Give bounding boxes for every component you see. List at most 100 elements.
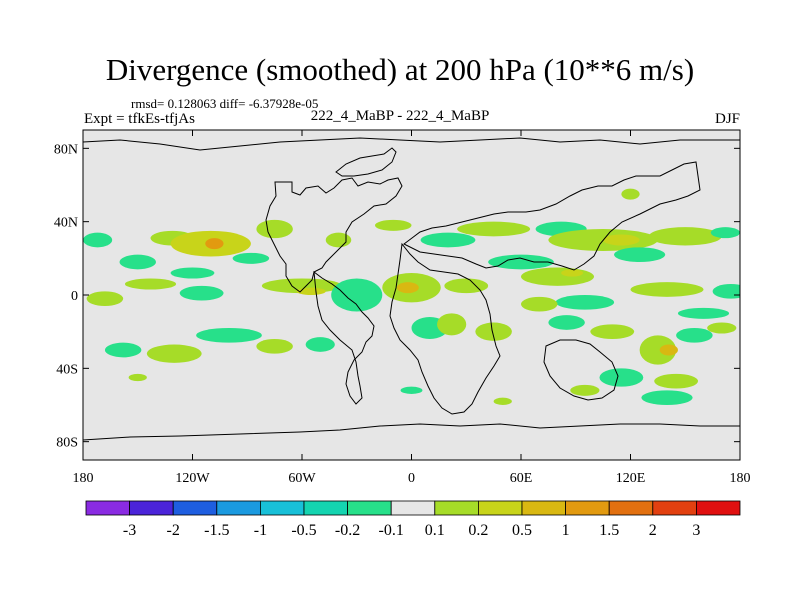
divergence-region bbox=[676, 328, 713, 343]
divergence-region bbox=[630, 282, 704, 297]
y-tick-label: 80S bbox=[56, 436, 78, 451]
divergence-region bbox=[119, 254, 156, 270]
colorbar-swatch bbox=[477, 500, 523, 516]
divergence-region bbox=[712, 284, 740, 299]
divergence-region bbox=[614, 247, 666, 262]
divergence-region bbox=[179, 285, 224, 301]
y-tick-label: 40S bbox=[56, 362, 78, 377]
colorbar-swatch bbox=[608, 500, 654, 516]
divergence-region bbox=[256, 339, 293, 354]
divergence-region bbox=[305, 337, 335, 352]
x-tick-label: 180 bbox=[73, 471, 94, 486]
colorbar-label: -0.1 bbox=[379, 522, 404, 539]
divergence-region bbox=[677, 307, 730, 319]
x-tick-label: 120E bbox=[616, 471, 646, 486]
divergence-region bbox=[205, 238, 224, 250]
y-axis: 80N 40N 0 40S 80S bbox=[54, 142, 740, 451]
coastline-north-america bbox=[265, 177, 403, 293]
coastline-australia bbox=[543, 339, 619, 401]
y-tick-label: 0 bbox=[71, 289, 78, 304]
divergence-region bbox=[375, 219, 412, 231]
divergence-region bbox=[621, 188, 640, 200]
divergence-region bbox=[232, 252, 270, 264]
stats-line: rmsd= 0.128063 diff= -6.37928e-05 bbox=[131, 96, 319, 111]
coastline-arctic bbox=[83, 137, 740, 151]
colorbar-label: 0.1 bbox=[425, 522, 445, 539]
divergence-region bbox=[561, 269, 584, 277]
divergence-region bbox=[146, 344, 202, 363]
y-tick-label: 80N bbox=[54, 142, 78, 157]
divergence-region bbox=[256, 219, 293, 239]
colorbar-label: 3 bbox=[692, 522, 700, 539]
colorbar-swatch bbox=[303, 500, 348, 516]
x-tick-label: 180 bbox=[730, 471, 751, 486]
coastline-south-america bbox=[313, 270, 375, 405]
divergence-region bbox=[296, 287, 326, 296]
colorbar-swatch bbox=[565, 500, 610, 516]
divergence-region bbox=[488, 254, 554, 270]
y-tick-label: 40N bbox=[54, 216, 78, 231]
divergence-region bbox=[548, 315, 585, 330]
divergence-region bbox=[104, 342, 142, 358]
field-layer bbox=[83, 188, 740, 406]
divergence-region bbox=[570, 384, 600, 396]
colorbar-swatch bbox=[390, 500, 436, 516]
colorbar-label: -0.2 bbox=[335, 522, 360, 539]
divergence-region bbox=[444, 278, 489, 294]
divergence-region bbox=[325, 232, 352, 248]
divergence-region bbox=[475, 322, 512, 341]
colorbar-swatch bbox=[129, 500, 174, 516]
chart-title: Divergence (smoothed) at 200 hPa (10**6 … bbox=[105, 52, 695, 87]
divergence-region bbox=[170, 267, 215, 279]
divergence-region bbox=[603, 234, 640, 246]
colorbar-swatch bbox=[259, 500, 305, 516]
divergence-region bbox=[521, 267, 594, 286]
colorbar-label: -3 bbox=[123, 522, 136, 539]
divergence-region bbox=[331, 278, 383, 312]
colorbar-label: 2 bbox=[649, 522, 657, 539]
colorbar-swatch bbox=[521, 500, 566, 516]
divergence-region bbox=[654, 373, 699, 389]
divergence-region bbox=[124, 278, 177, 290]
x-axis: 180 120W 60W 0 60E 120E 180 bbox=[73, 130, 751, 486]
colorbar: -3 -2 -1.5 -1 -0.5 -0.2 -0.1 0.1 0.2 0.5 1 1.5 2 3 bbox=[85, 500, 741, 539]
coastline-layer bbox=[83, 137, 740, 441]
divergence-region bbox=[555, 295, 615, 310]
season-label: DJF bbox=[714, 111, 740, 127]
colorbar-swatch bbox=[434, 500, 479, 516]
colorbar-label: -0.5 bbox=[291, 522, 316, 539]
chart-subtitle: 222_4_MaBP - 222_4_MaBP bbox=[310, 108, 490, 124]
colorbar-swatch bbox=[216, 500, 261, 516]
coastline-antarctica bbox=[83, 423, 740, 441]
divergence-region bbox=[707, 322, 737, 334]
coastline-eurasia bbox=[403, 161, 701, 271]
colorbar-label: -1 bbox=[254, 522, 267, 539]
divergence-region bbox=[590, 324, 635, 339]
divergence-region bbox=[493, 397, 512, 406]
x-tick-label: 60W bbox=[288, 471, 316, 486]
divergence-region bbox=[420, 232, 476, 248]
divergence-region bbox=[83, 232, 113, 248]
divergence-region bbox=[599, 368, 644, 387]
colorbar-swatch bbox=[85, 500, 130, 516]
divergence-region bbox=[710, 227, 740, 239]
colorbar-swatch bbox=[172, 500, 218, 516]
colorbar-label: -1.5 bbox=[204, 522, 229, 539]
x-tick-label: 0 bbox=[408, 471, 415, 486]
divergence-region bbox=[396, 282, 419, 294]
divergence-region bbox=[659, 344, 678, 356]
colorbar-label: 1 bbox=[562, 522, 570, 539]
divergence-region bbox=[457, 221, 531, 237]
divergence-region bbox=[400, 386, 423, 395]
colorbar-label: 0.2 bbox=[468, 522, 488, 539]
divergence-region bbox=[648, 227, 722, 246]
experiment-label: Expt = tfkEs-tfjAs bbox=[84, 111, 195, 127]
colorbar-swatch bbox=[347, 500, 392, 516]
coastline-greenland bbox=[335, 147, 397, 177]
colorbar-label: 1.5 bbox=[599, 522, 619, 539]
divergence-region bbox=[196, 328, 262, 343]
x-tick-label: 60E bbox=[510, 471, 533, 486]
divergence-region bbox=[128, 373, 147, 382]
colorbar-swatch bbox=[696, 500, 741, 516]
